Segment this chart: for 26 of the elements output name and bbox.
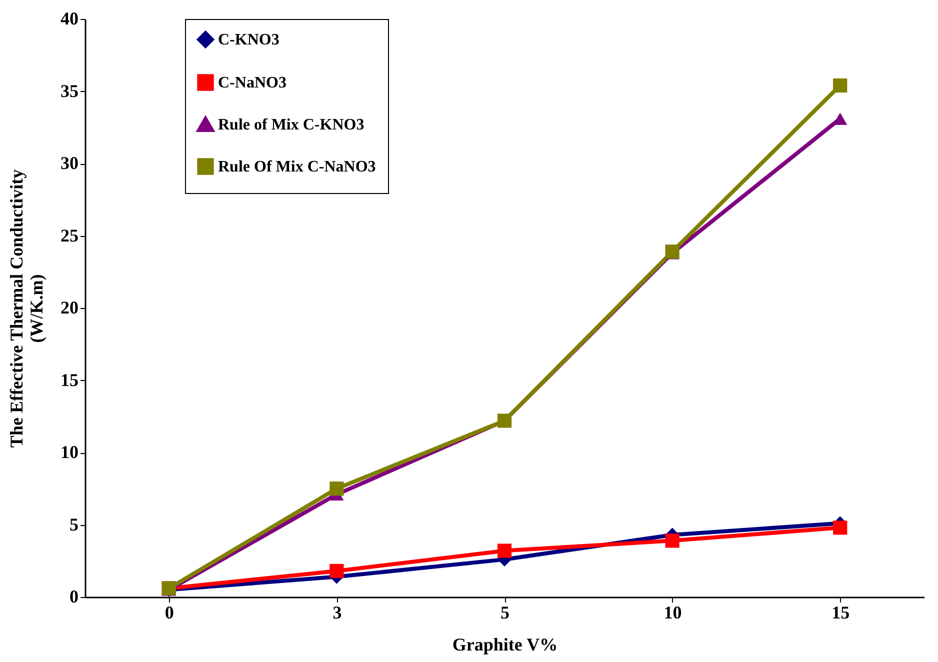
y-tick-label: 20 bbox=[60, 298, 78, 318]
x-tick-label: 10 bbox=[664, 602, 682, 622]
point bbox=[833, 78, 848, 93]
y-tick-label: 15 bbox=[60, 370, 78, 390]
point bbox=[497, 544, 512, 558]
y-tick-label: 30 bbox=[60, 153, 78, 173]
legend-label: Rule Of Mix C-NaNO3 bbox=[218, 158, 376, 176]
point bbox=[833, 520, 848, 535]
x-tick-label: 0 bbox=[164, 602, 174, 622]
y-tick-label: 25 bbox=[60, 225, 78, 246]
y-tick-label: 0 bbox=[70, 586, 78, 606]
y-axis-title: The Effective Thermal Conductivity (W/K.m) bbox=[6, 169, 46, 448]
x-tick-label: 5 bbox=[500, 602, 510, 622]
y-tick-label: 5 bbox=[70, 514, 78, 534]
legend-label: C-KNO3 bbox=[218, 32, 280, 48]
y-tick-label: 35 bbox=[60, 80, 78, 101]
legend-label: C-NaNO3 bbox=[218, 74, 286, 92]
x-axis-title: Graphite V% bbox=[452, 634, 558, 654]
x-tick-label: 3 bbox=[332, 602, 342, 622]
point bbox=[330, 482, 344, 496]
legend-label: Rule of Mix C-KNO3 bbox=[218, 116, 364, 134]
y-tick-label: 10 bbox=[60, 442, 78, 462]
y-tick-label: 40 bbox=[60, 8, 78, 28]
point bbox=[665, 534, 680, 548]
x-tick-label: 15 bbox=[832, 602, 850, 622]
point bbox=[330, 564, 344, 578]
